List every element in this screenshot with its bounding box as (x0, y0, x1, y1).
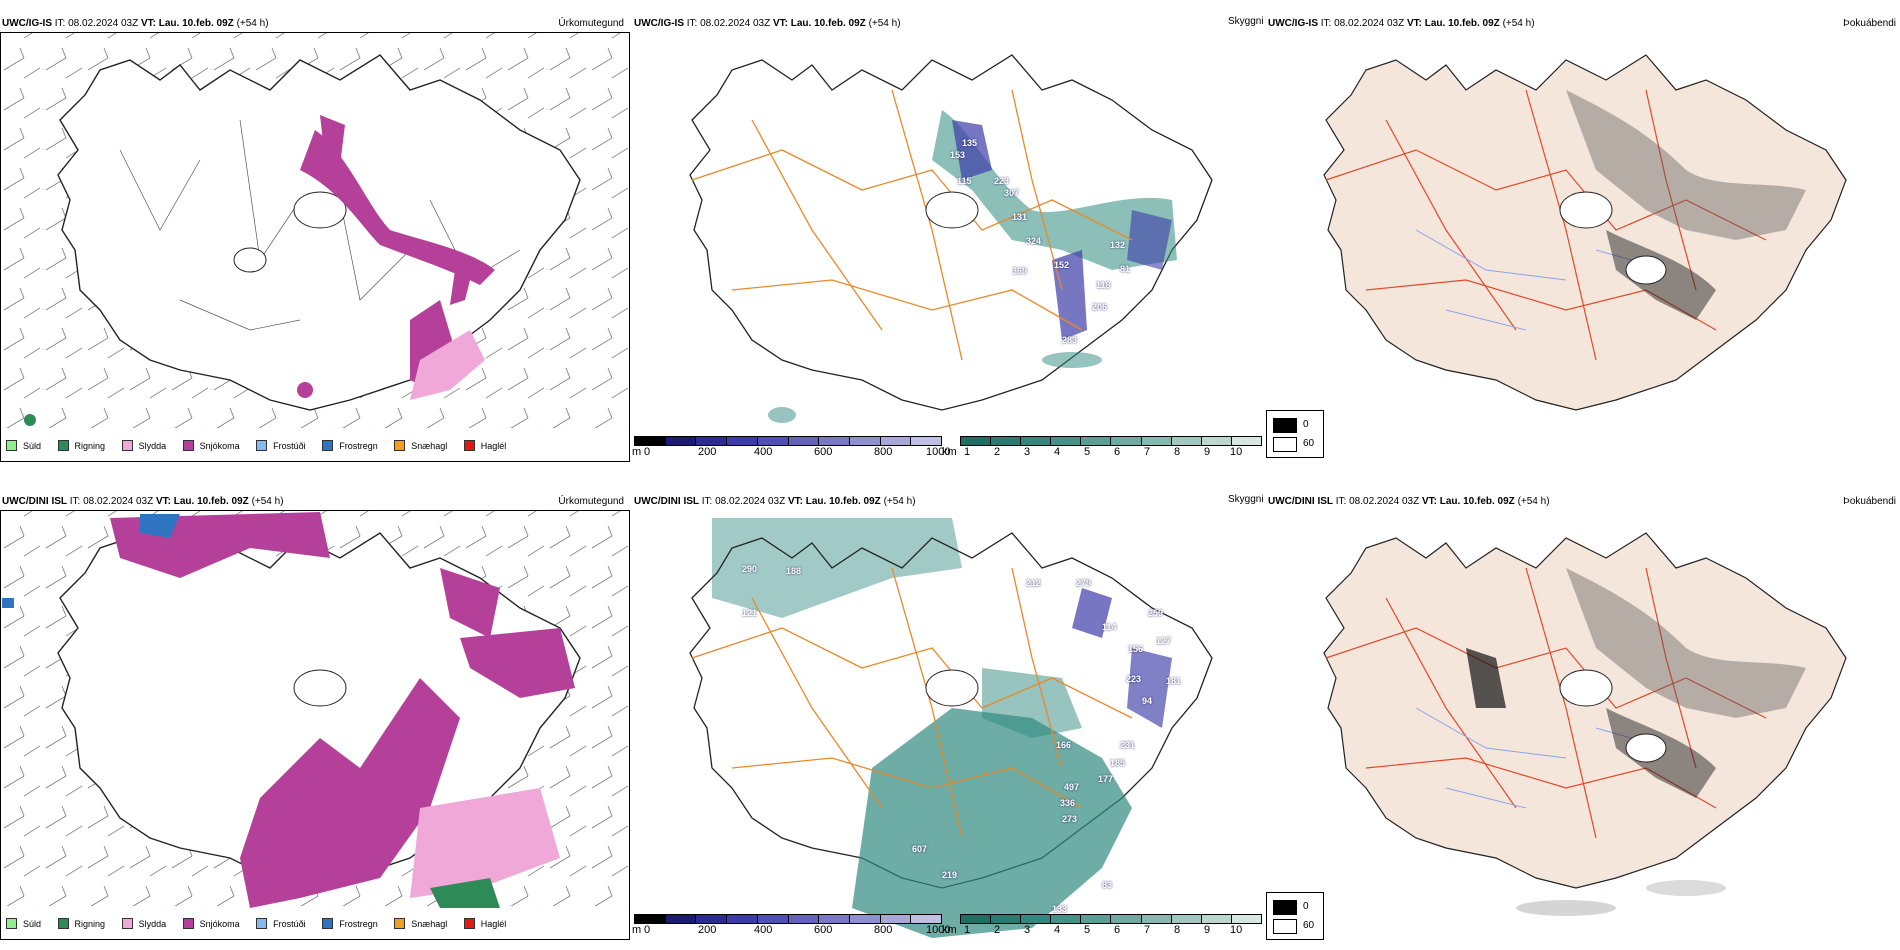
legend-item: Frostúði (256, 440, 306, 451)
vis-label: 177 (1098, 774, 1114, 784)
vis-label: 336 (1060, 798, 1076, 808)
row1-precip-map (1, 33, 629, 428)
row2-precip-panel: UWC/DINI ISL IT: 08.02.2024 03Z VT: Lau.… (0, 478, 632, 946)
vis-label: 127 (1156, 636, 1172, 646)
legend-item: Snæhagl (394, 440, 447, 451)
row1-fog-key: 0 60 (1266, 410, 1324, 458)
vis-label: 132 (1110, 240, 1126, 250)
vis-label: 133 (1052, 904, 1068, 914)
legend-item: Slydda (121, 918, 166, 929)
legend-item: Súld (6, 440, 41, 451)
vis-label: 118 (1096, 280, 1111, 290)
legend-item: Rigning (57, 440, 105, 451)
row1-precip-label: Úrkomutegund (558, 18, 624, 29)
vis-label: 81 (1120, 264, 1131, 274)
row1-visibility-map (689, 54, 1213, 423)
row1-height-colorbar (634, 436, 942, 446)
legend-item: Snjókoma (182, 918, 240, 929)
legend-item: Frostúði (256, 918, 306, 929)
legend-item: Slydda (121, 440, 166, 451)
legend-item: Haglél (463, 918, 506, 929)
row1-visibility-title: UWC/IG-IS IT: 08.02.2024 03Z VT: Lau. 10… (634, 18, 901, 29)
vis-label: 188 (786, 566, 802, 576)
vis-label: 307 (1004, 188, 1020, 198)
vis-label: 290 (742, 564, 758, 574)
vis-label: 114 (1102, 622, 1117, 632)
vis-label: 279 (1076, 578, 1092, 588)
vis-label: 135 (962, 138, 978, 148)
row1-fog-title: UWC/IG-IS IT: 08.02.2024 03Z VT: Lau. 10… (1268, 18, 1535, 29)
row2-legend: Súld Rigning Slydda Snjókoma Frostúði Fr… (6, 918, 520, 931)
vis-label: 223 (994, 176, 1010, 186)
vis-label: 607 (912, 844, 928, 854)
row2-precip-title: UWC/DINI ISL IT: 08.02.2024 03Z VT: Lau.… (2, 496, 284, 507)
row2-fog-key: 0 60 (1266, 892, 1324, 940)
row2-height-colorbar (634, 914, 942, 924)
vis-label: 166 (1056, 740, 1072, 750)
row1-precip-panel: UWC/IG-IS IT: 08.02.2024 03Z VT: Lau. 10… (0, 0, 632, 468)
row2-vis-colorbar (960, 914, 1262, 924)
row2-precip-map (1, 511, 629, 908)
row1-visibility-label: Skyggni (1228, 16, 1264, 27)
vis-label: 131 (1012, 212, 1028, 222)
legend-item: Haglél (463, 440, 506, 451)
row2-precip-label: Úrkomutegund (558, 496, 624, 507)
vis-label: 153 (950, 150, 966, 160)
legend-item: Snæhagl (394, 918, 447, 929)
vis-label: 223 (1126, 674, 1142, 684)
row1-precip-frame (0, 32, 630, 462)
row1-visibility-panel: UWC/IG-IS IT: 08.02.2024 03Z VT: Lau. 10… (632, 0, 1264, 468)
row2-fog-title: UWC/DINI ISL IT: 08.02.2024 03Z VT: Lau.… (1268, 496, 1550, 507)
row2-visibility-label: Skyggni (1228, 494, 1264, 505)
vis-label: 94 (1142, 696, 1153, 706)
row2-precip-frame (0, 510, 630, 940)
vis-label: 212 (1026, 578, 1042, 588)
legend-item: Rigning (57, 918, 105, 929)
vis-label: 156 (1128, 644, 1144, 654)
vis-label: 121 (742, 608, 758, 618)
vis-label: 497 (1064, 782, 1080, 792)
legend-item: Frostregn (322, 918, 378, 929)
vis-label: 259 (1148, 608, 1164, 618)
row1-vis-colorbar (960, 436, 1262, 446)
vis-label: 369 (1012, 266, 1028, 276)
row2-visibility-panel: UWC/DINI ISL IT: 08.02.2024 03Z VT: Lau.… (632, 478, 1264, 946)
legend-item: Frostregn (322, 440, 378, 451)
vis-label: 206 (1092, 302, 1108, 312)
row1-fog-map (1323, 54, 1847, 411)
row2-fog-panel: UWC/DINI ISL IT: 08.02.2024 03Z VT: Lau.… (1266, 478, 1900, 946)
row2-fog-label: Þokuábendi (1843, 496, 1896, 507)
vis-label: 231 (1120, 740, 1136, 750)
vis-label: 152 (1054, 260, 1070, 270)
row2-fog-map (1323, 532, 1847, 916)
vis-label: 324 (1026, 236, 1042, 246)
legend-item: Snjókoma (182, 440, 240, 451)
row2-visibility-map (689, 518, 1213, 938)
row1-precip-title: UWC/IG-IS IT: 08.02.2024 03Z VT: Lau. 10… (2, 18, 269, 29)
legend-item: Súld (6, 918, 41, 929)
row2-visibility-title: UWC/DINI ISL IT: 08.02.2024 03Z VT: Lau.… (634, 496, 916, 507)
row1-fog-panel: UWC/IG-IS IT: 08.02.2024 03Z VT: Lau. 10… (1266, 0, 1900, 468)
vis-label: 181 (1166, 676, 1182, 686)
vis-label: 273 (1062, 814, 1078, 824)
vis-label: 83 (1102, 880, 1113, 890)
vis-label: 185 (1110, 758, 1126, 768)
row1-fog-label: Þokuábendi (1843, 18, 1896, 29)
vis-label: 219 (942, 870, 958, 880)
vis-label: 115 (957, 176, 972, 186)
vis-label: 283 (1062, 335, 1078, 345)
row1-legend: Súld Rigning Slydda Snjókoma Frostúði Fr… (6, 440, 520, 453)
